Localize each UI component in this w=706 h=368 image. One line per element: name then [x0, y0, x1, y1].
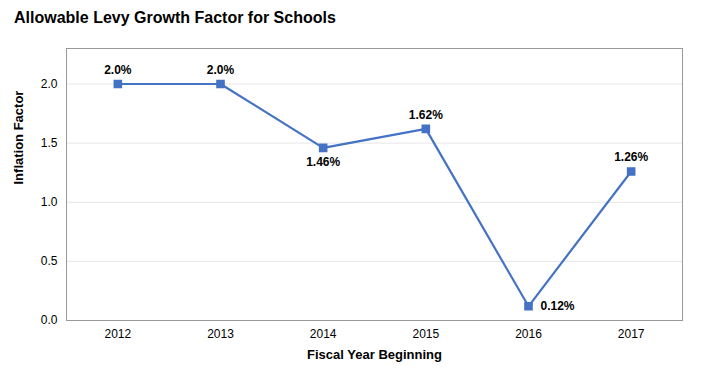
svg-text:2.0%: 2.0% — [104, 63, 132, 77]
svg-text:Inflation Factor: Inflation Factor — [11, 91, 26, 185]
svg-text:2012: 2012 — [104, 327, 131, 341]
svg-text:2013: 2013 — [207, 327, 234, 341]
svg-text:1.62%: 1.62% — [409, 108, 443, 122]
svg-text:2015: 2015 — [412, 327, 439, 341]
svg-text:0.12%: 0.12% — [541, 299, 575, 313]
svg-text:0.0: 0.0 — [41, 313, 58, 327]
svg-text:1.5: 1.5 — [41, 136, 58, 150]
svg-text:1.0: 1.0 — [41, 195, 58, 209]
svg-text:0.5: 0.5 — [41, 254, 58, 268]
svg-text:1.26%: 1.26% — [614, 150, 648, 164]
svg-text:2014: 2014 — [310, 327, 337, 341]
svg-text:2.0%: 2.0% — [207, 63, 235, 77]
svg-text:1.46%: 1.46% — [306, 155, 340, 169]
svg-text:2.0: 2.0 — [41, 77, 58, 91]
svg-text:2016: 2016 — [515, 327, 542, 341]
svg-text:Fiscal Year Beginning: Fiscal Year Beginning — [307, 347, 442, 362]
svg-text:2017: 2017 — [618, 327, 645, 341]
html-text:Allowable Levy Growth Factor f: Allowable Levy Growth Factor for Schools — [14, 9, 336, 26]
